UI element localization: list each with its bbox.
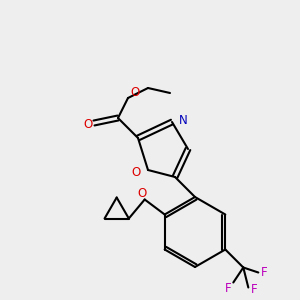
- Text: O: O: [132, 166, 141, 178]
- Text: F: F: [251, 283, 258, 296]
- Text: O: O: [137, 187, 146, 200]
- Text: O: O: [83, 118, 93, 130]
- Text: O: O: [130, 86, 139, 100]
- Text: N: N: [179, 115, 188, 128]
- Text: F: F: [261, 266, 268, 279]
- Text: F: F: [225, 282, 232, 295]
